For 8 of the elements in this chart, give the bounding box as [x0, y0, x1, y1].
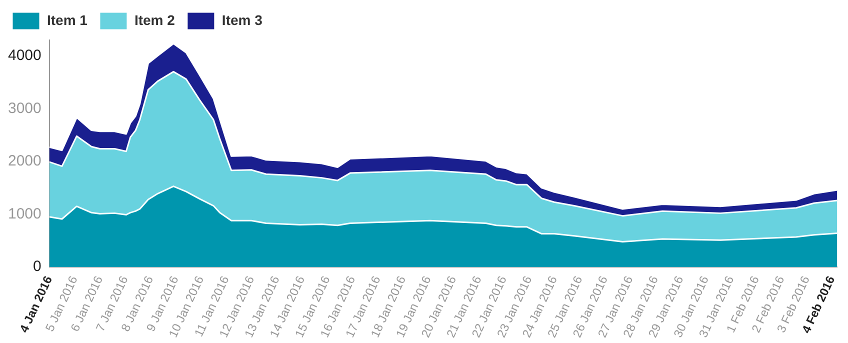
legend-label: Item 1: [47, 12, 88, 28]
y-tick-label: 4000: [8, 46, 42, 64]
y-tick-label: 3000: [8, 100, 42, 117]
y-tick-label: 0: [33, 258, 42, 276]
legend-label: Item 2: [134, 12, 176, 28]
y-tick-label: 1000: [8, 205, 42, 222]
y-tick-label: 2000: [8, 152, 42, 170]
legend-label: Item 3: [222, 12, 263, 28]
